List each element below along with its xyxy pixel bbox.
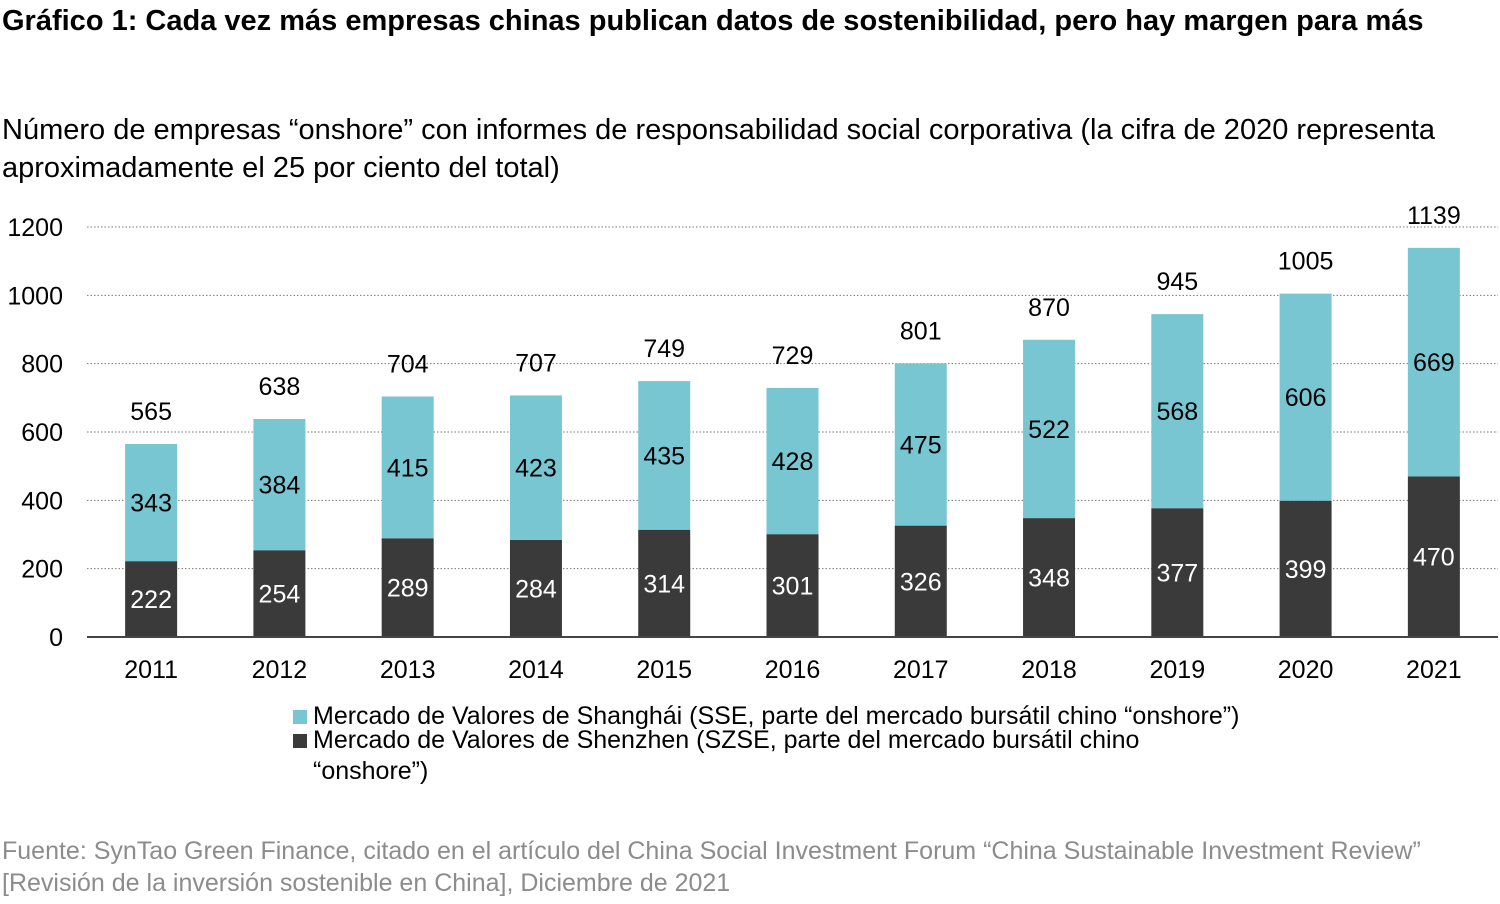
data-label-sse: 435 (643, 442, 685, 470)
data-label-total: 1139 (1407, 202, 1461, 230)
x-tick-label: 2014 (508, 656, 564, 684)
chart-title: Gráfico 1: Cada vez más empresas chinas … (2, 5, 1424, 37)
x-tick-label: 2012 (252, 656, 308, 684)
bar-sse (638, 381, 691, 530)
bar-szse (253, 550, 306, 637)
legend-label-szse: Mercado de Valores de Shenzhen (SZSE, pa… (313, 726, 1140, 785)
data-label-szse: 222 (130, 586, 172, 614)
source-note: Fuente: SynTao Green Finance, citado en … (2, 837, 1421, 897)
x-tick-label: 2013 (380, 656, 436, 684)
legend: Mercado de Valores de Shanghái (SSE, par… (293, 701, 1253, 787)
bar-sse (509, 395, 562, 540)
data-label-sse: 343 (130, 490, 172, 518)
data-label-sse: 522 (1028, 416, 1070, 444)
y-tick-label: 600 (21, 419, 63, 447)
bar-sse (125, 443, 178, 562)
data-label-szse: 314 (643, 570, 685, 598)
x-tick-label: 2019 (1150, 656, 1206, 684)
y-tick-label: 1000 (7, 282, 63, 310)
bar-szse (894, 525, 947, 637)
x-tick-label: 2017 (893, 656, 949, 684)
data-label-sse: 669 (1413, 349, 1455, 377)
bar-szse (125, 561, 178, 637)
bar-chart: 0 200 400 600 800 1000 1200 222 343 565 2011 254 384… (7, 202, 1498, 684)
data-label-szse: 399 (1285, 556, 1327, 584)
x-tick-label: 2016 (765, 656, 821, 684)
data-label-sse: 384 (259, 472, 301, 500)
y-tick-label: 1200 (7, 214, 63, 242)
data-label-szse: 470 (1413, 544, 1455, 572)
chart-subtitle: Número de empresas “onshore” con informe… (2, 114, 1436, 184)
legend-swatch-szse (293, 734, 307, 748)
data-label-sse: 475 (900, 431, 942, 459)
bar-sse (253, 419, 306, 551)
data-label-szse: 326 (900, 568, 942, 596)
data-label-szse: 301 (772, 573, 814, 601)
data-label-szse: 348 (1028, 565, 1070, 593)
bar-szse (509, 539, 562, 637)
bar-sse (1407, 247, 1460, 477)
data-label-total: 945 (1156, 268, 1198, 296)
data-label-sse: 606 (1285, 384, 1327, 412)
bar-sse (1151, 314, 1204, 509)
legend-label-sse: Mercado de Valores de Shanghái (SSE, par… (313, 702, 1240, 730)
bar-sse (381, 396, 434, 539)
x-tick-label: 2018 (1021, 656, 1077, 684)
bar-sse (1023, 339, 1076, 519)
x-tick-label: 2011 (124, 656, 178, 684)
data-label-total: 565 (130, 398, 172, 426)
bar-szse (1151, 508, 1204, 637)
bar-szse (766, 534, 819, 637)
data-label-sse: 415 (387, 454, 429, 482)
data-label-total: 870 (1028, 294, 1070, 322)
bar-szse (1023, 518, 1076, 637)
y-tick-label: 800 (21, 351, 63, 379)
legend-item-szse: Mercado de Valores de Shenzhen (SZSE, pa… (293, 725, 1253, 787)
x-tick-label: 2021 (1406, 656, 1462, 684)
y-tick-label: 200 (21, 556, 63, 584)
legend-swatch-sse (293, 710, 307, 724)
data-label-total: 704 (387, 350, 429, 378)
x-tick-label: 2020 (1278, 656, 1334, 684)
bar-szse (1407, 476, 1460, 637)
bar-sse (894, 363, 947, 526)
data-label-szse: 289 (387, 575, 429, 603)
data-label-szse: 254 (259, 581, 301, 609)
data-label-total: 801 (900, 317, 942, 345)
data-label-szse: 377 (1156, 560, 1198, 588)
data-label-total: 729 (772, 342, 814, 370)
y-tick-label: 400 (21, 487, 63, 515)
bar-sse (766, 387, 819, 535)
data-label-total: 638 (259, 373, 301, 401)
data-label-sse: 428 (772, 448, 814, 476)
bar-sse (1279, 293, 1332, 501)
y-tick-label: 0 (49, 624, 63, 652)
data-label-total: 749 (643, 335, 685, 363)
data-label-total: 707 (515, 349, 557, 377)
bar-szse (381, 538, 434, 637)
x-tick-label: 2015 (636, 656, 692, 684)
data-label-sse: 568 (1156, 398, 1198, 426)
bar-szse (1279, 500, 1332, 637)
legend-item-sse: Mercado de Valores de Shanghái (SSE, par… (293, 701, 1253, 732)
data-label-sse: 423 (515, 455, 557, 483)
data-label-szse: 284 (515, 575, 557, 603)
data-label-total: 1005 (1278, 248, 1334, 276)
bar-szse (638, 529, 691, 637)
